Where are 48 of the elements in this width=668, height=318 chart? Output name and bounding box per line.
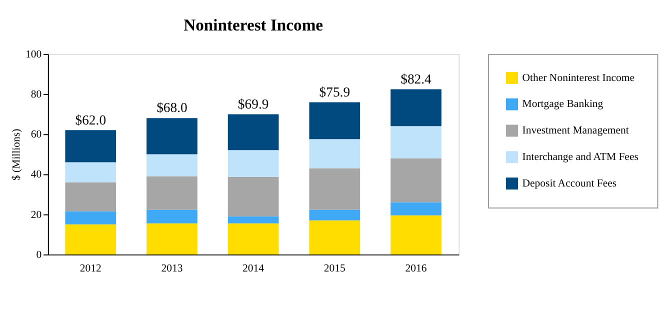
bar: [146, 210, 198, 224]
y-tick-label: 100: [25, 48, 42, 60]
x-tick-label: 2014: [242, 262, 265, 275]
total-label: $62.0: [75, 112, 106, 128]
y-tick-label: 60: [30, 128, 42, 141]
bar: [309, 210, 360, 220]
bar: [228, 176, 279, 216]
bar: [228, 223, 279, 254]
total-label: $82.4: [400, 71, 432, 86]
x-tick-label: 2016: [405, 262, 428, 275]
total-label: $75.9: [319, 84, 350, 100]
bar: [390, 126, 442, 158]
bar: [309, 220, 360, 254]
bar: [228, 114, 279, 150]
bar: [309, 102, 360, 140]
x-tick-label: 2013: [161, 262, 183, 275]
y-tick-label: 40: [30, 168, 42, 181]
bar: [390, 89, 442, 126]
y-axis-title: $ (Millions): [10, 128, 23, 181]
bar: [146, 118, 198, 154]
bar: [228, 150, 279, 177]
legend-label: Interchange and ATM Fees: [522, 151, 638, 164]
bar: [146, 176, 198, 210]
bar: [65, 182, 116, 212]
chart-title: Noninterest Income: [184, 15, 324, 34]
x-tick-label: 2012: [80, 262, 102, 275]
bar: [309, 168, 360, 210]
legend-label: Mortgage Banking: [522, 98, 604, 110]
x-tick-label: 2015: [324, 262, 346, 275]
legend-label: Deposit Account Fees: [522, 177, 617, 190]
bar: [65, 224, 116, 254]
bar: [65, 211, 116, 224]
y-tick-label: 0: [36, 248, 42, 261]
bar: [65, 162, 116, 182]
bar: [309, 139, 360, 168]
bar: [65, 130, 116, 162]
legend-label: Investment Management: [522, 124, 629, 137]
total-label: $68.0: [156, 100, 188, 116]
bar: [146, 154, 198, 176]
total-label: $69.9: [238, 96, 269, 112]
bar: [146, 223, 198, 254]
bar: [228, 216, 279, 224]
y-tick-label: 20: [30, 208, 42, 221]
bar: [390, 215, 442, 254]
y-tick-label: 80: [30, 88, 42, 100]
legend-label: Other Noninterest Income: [522, 72, 635, 84]
bar: [390, 158, 442, 202]
bar: [390, 202, 442, 216]
